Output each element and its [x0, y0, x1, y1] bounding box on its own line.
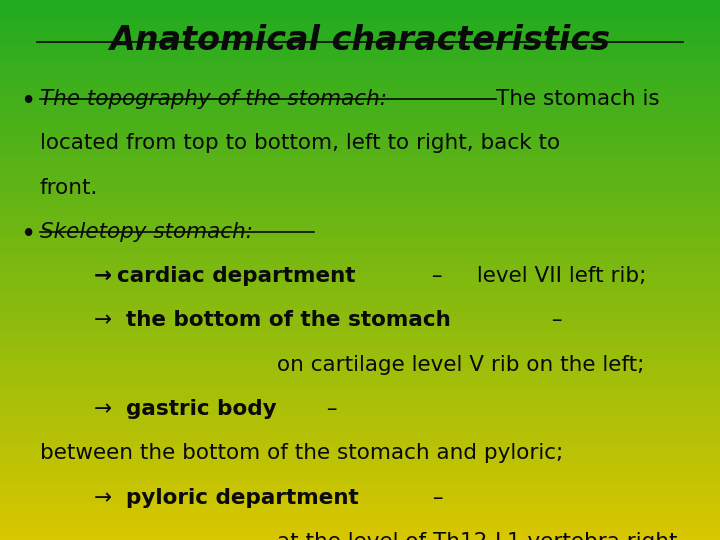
Text: →: →: [94, 310, 119, 330]
Text: pyloric department: pyloric department: [126, 488, 359, 508]
Text: The topography of the stomach:: The topography of the stomach:: [40, 89, 393, 109]
Text: gastric body: gastric body: [126, 399, 276, 419]
Text: –: –: [545, 310, 562, 330]
Text: •: •: [19, 222, 35, 248]
Text: •: •: [19, 89, 35, 115]
Text: →: →: [94, 399, 119, 419]
Text: →: →: [94, 266, 112, 286]
Text: between the bottom of the stomach and pyloric;: between the bottom of the stomach and py…: [40, 443, 563, 463]
Text: Skeletopy stomach:: Skeletopy stomach:: [40, 222, 253, 242]
Text: →: →: [94, 488, 119, 508]
Text: –     level VII left rib;: – level VII left rib;: [425, 266, 646, 286]
Text: located from top to bottom, left to right, back to: located from top to bottom, left to righ…: [40, 133, 559, 153]
Text: –: –: [320, 399, 338, 419]
Text: at the level of Th12-L1 vertebra right.: at the level of Th12-L1 vertebra right.: [277, 532, 685, 540]
Text: –: –: [426, 488, 444, 508]
Text: cardiac department: cardiac department: [117, 266, 356, 286]
Text: front.: front.: [40, 178, 98, 198]
Text: The stomach is: The stomach is: [496, 89, 660, 109]
Text: Anatomical characteristics: Anatomical characteristics: [109, 24, 611, 57]
Text: the bottom of the stomach: the bottom of the stomach: [126, 310, 451, 330]
Text: on cartilage level V rib on the left;: on cartilage level V rib on the left;: [277, 355, 644, 375]
